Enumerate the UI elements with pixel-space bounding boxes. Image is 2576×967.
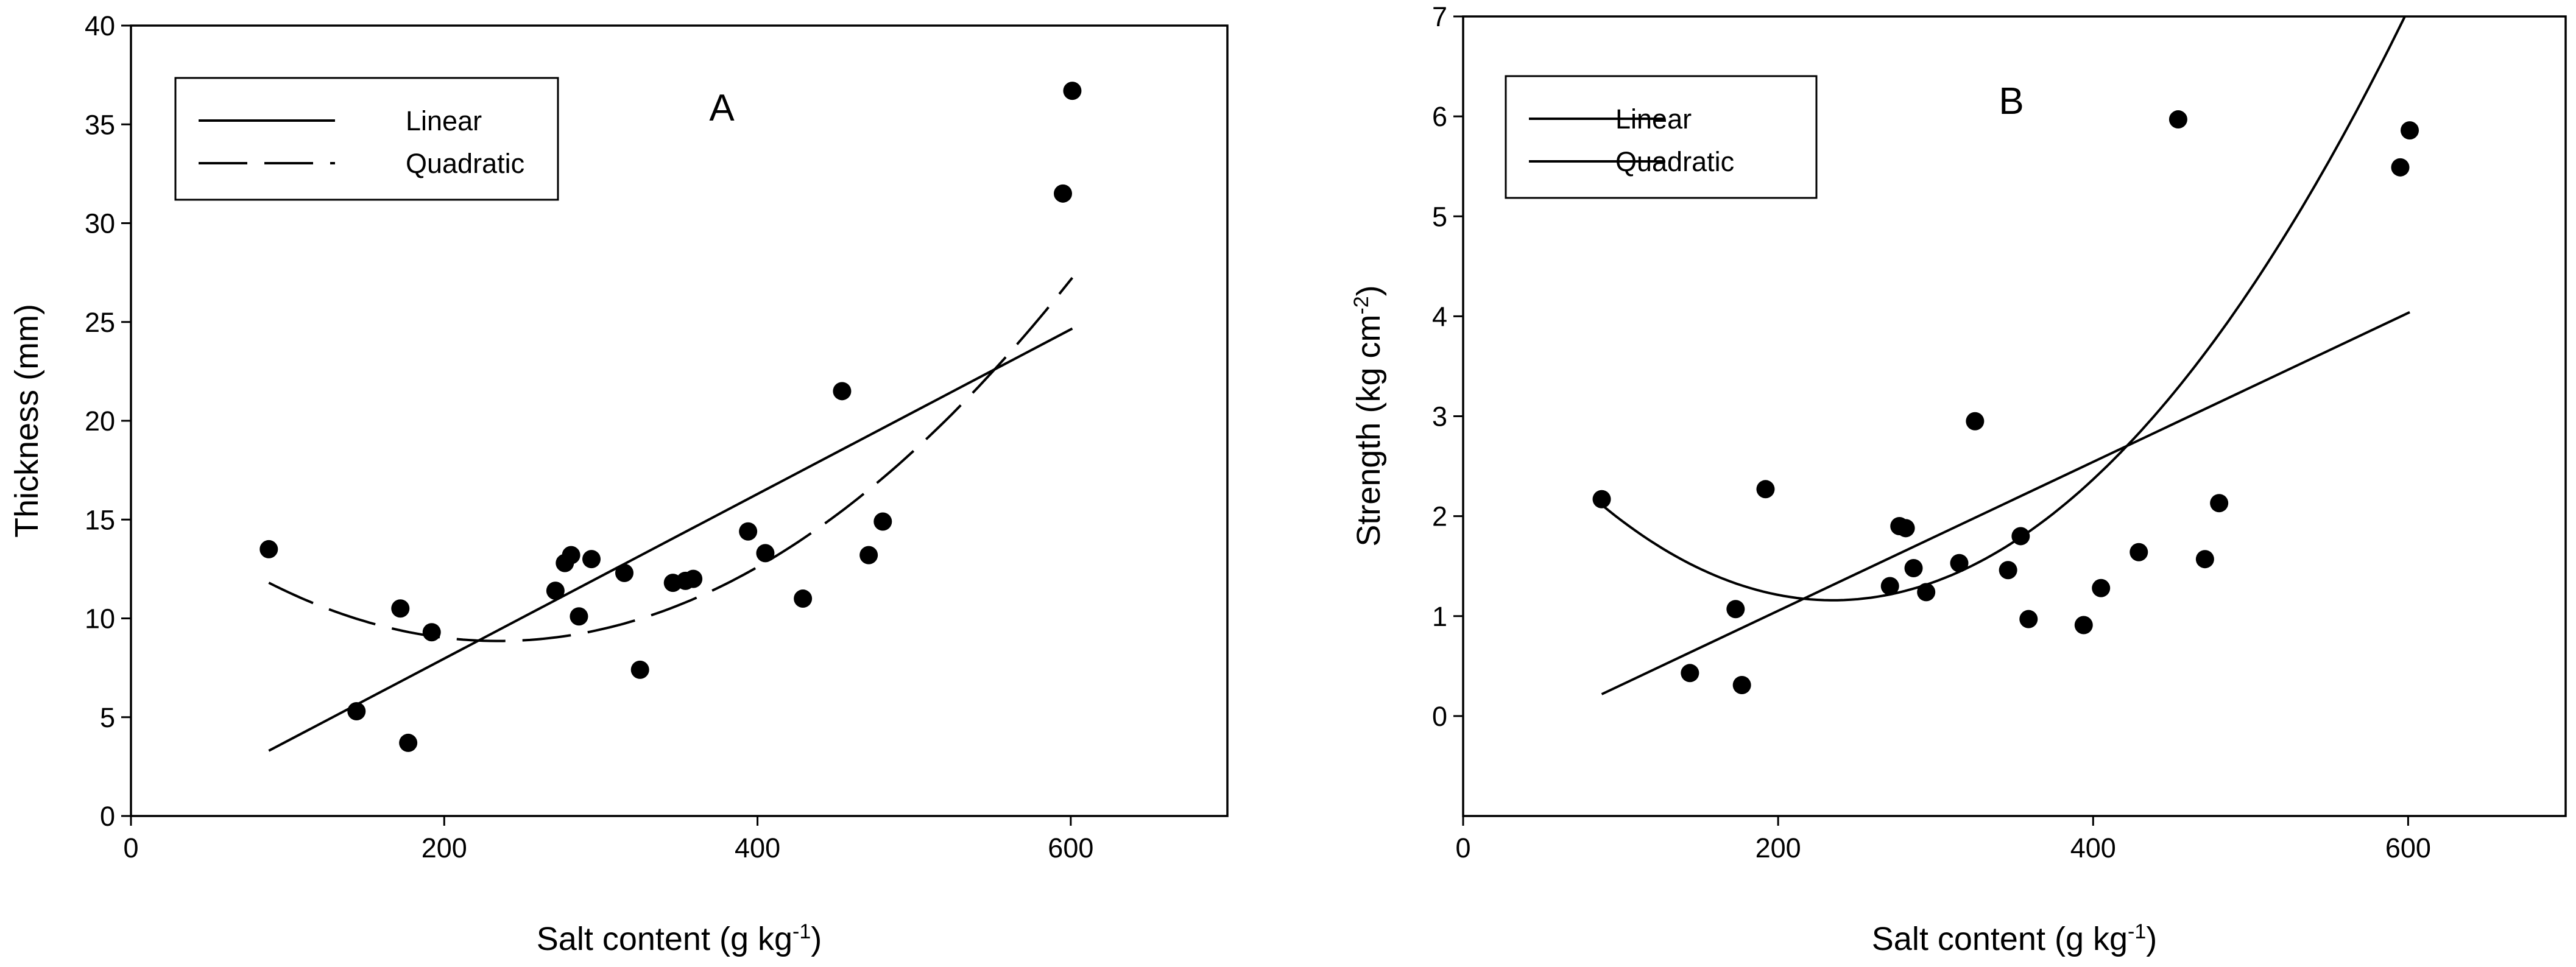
- y-tick-label: 0: [100, 801, 115, 832]
- data-point: [859, 546, 878, 564]
- y-tick-label: 5: [1432, 201, 1447, 232]
- x-tick-label: 200: [422, 832, 467, 863]
- x-axis-label: Salt content (g kg-1): [1872, 920, 2157, 957]
- linear-fit-line: [1601, 311, 2410, 695]
- quadratic-fit-curve: [1601, 16, 2407, 602]
- quadratic-fit-curve: [268, 276, 1073, 642]
- legend: Linear Quadratic: [174, 77, 559, 201]
- data-point: [684, 569, 703, 588]
- data-point: [259, 540, 278, 558]
- data-point: [1592, 490, 1611, 508]
- y-tick-label: 20: [85, 406, 115, 437]
- data-point: [399, 733, 418, 752]
- data-point: [1054, 184, 1072, 203]
- data-point: [1756, 480, 1775, 499]
- y-tick-label: 3: [1432, 401, 1447, 432]
- data-point: [2019, 610, 2038, 628]
- data-point: [562, 546, 580, 564]
- data-point: [1950, 554, 1969, 572]
- y-tick-label: 0: [1432, 701, 1447, 732]
- data-point: [1726, 600, 1745, 619]
- data-point: [582, 550, 601, 569]
- data-point: [1966, 412, 1985, 431]
- data-point: [1917, 583, 1936, 602]
- y-tick-label: 1: [1432, 601, 1447, 632]
- data-point: [2130, 543, 2148, 561]
- data-point: [546, 582, 565, 600]
- y-tick-label: 4: [1432, 301, 1447, 332]
- x-tick-label: 0: [123, 832, 138, 863]
- data-point: [2401, 121, 2419, 140]
- panel-label: B: [1999, 80, 2024, 122]
- data-point: [2092, 578, 2111, 597]
- data-point: [347, 702, 366, 721]
- legend-label: Linear: [406, 105, 482, 136]
- legend-label: Quadratic: [406, 148, 524, 179]
- y-tick-label: 40: [85, 10, 115, 41]
- x-tick-label: 400: [735, 832, 780, 863]
- x-axis-label: Salt content (g kg-1): [537, 920, 822, 957]
- data-point: [2391, 158, 2410, 177]
- data-point: [1732, 675, 1751, 694]
- y-tick-label: 7: [1432, 1, 1447, 32]
- data-point: [630, 660, 649, 679]
- data-point: [1880, 577, 1899, 596]
- x-tick-label: 200: [1756, 832, 1801, 863]
- y-tick-label: 15: [85, 504, 115, 535]
- data-point: [2011, 527, 2030, 546]
- panel-label: A: [709, 87, 735, 129]
- data-point: [739, 522, 758, 541]
- data-point: [615, 563, 633, 582]
- data-point: [1904, 558, 1923, 577]
- legend-box: [1505, 75, 1818, 199]
- legend: Linear Quadratic: [1505, 75, 1818, 199]
- data-point: [570, 607, 588, 626]
- x-tick-label: 0: [1455, 832, 1470, 863]
- linear-fit-line: [268, 327, 1073, 752]
- x-tick-label: 400: [2070, 832, 2116, 863]
- data-point: [1896, 519, 1915, 538]
- data-point: [794, 589, 813, 608]
- data-point: [756, 544, 775, 563]
- data-point: [391, 599, 410, 618]
- data-point: [833, 382, 852, 401]
- legend-label: Quadratic: [1615, 146, 1734, 177]
- data-point: [2168, 110, 2187, 129]
- legend-box: [174, 77, 559, 201]
- data-point: [1063, 82, 1082, 100]
- data-point: [2210, 494, 2229, 513]
- y-tick-label: 5: [100, 702, 115, 733]
- y-tick-label: 10: [85, 603, 115, 635]
- y-tick-label: 6: [1432, 101, 1447, 132]
- data-point: [873, 512, 892, 531]
- y-tick-label: 2: [1432, 501, 1447, 532]
- x-tick-label: 600: [2385, 832, 2431, 863]
- legend-label: Linear: [1615, 104, 1692, 135]
- x-tick-label: 600: [1048, 832, 1093, 863]
- panel-a-chart: 0 200 400 600 0 5 10 15 20 25 30 35 40 Salt content (…: [9, 10, 1229, 957]
- data-point: [2195, 550, 2214, 569]
- y-tick-label: 25: [85, 307, 115, 338]
- y-axis-label: Strength (kg cm-2): [1350, 285, 1387, 546]
- data-point: [1681, 664, 1699, 683]
- data-point: [422, 623, 441, 642]
- y-tick-label: 30: [85, 208, 115, 239]
- y-axis-label: Thickness (mm): [9, 304, 45, 538]
- panel-b-chart: 0 200 400 600 0 1 2 3 4 5 6 7 Salt content (g kg-1) S…: [1350, 1, 2567, 957]
- data-point: [2074, 616, 2093, 635]
- y-tick-label: 35: [85, 109, 115, 140]
- data-point: [1999, 561, 2017, 580]
